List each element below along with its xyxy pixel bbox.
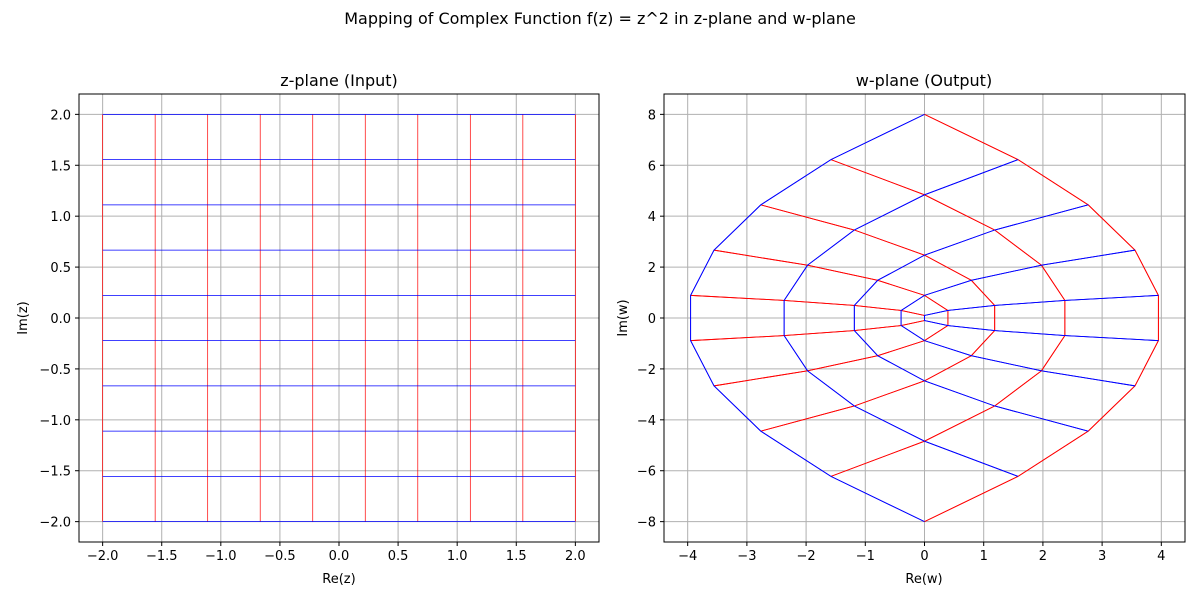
w-plane-red-curve [713, 249, 949, 387]
figure-title: Mapping of Complex Function f(z) = z^2 i… [344, 9, 856, 28]
w-plane-blue-curve [690, 113, 925, 523]
w-plane-xtick-label: 1 [980, 549, 988, 564]
w-plane-xtick-label: −3 [737, 549, 756, 564]
w-plane-xlabel: Re(w) [905, 572, 942, 587]
w-plane-xtick-label: −4 [678, 549, 697, 564]
z-plane-xtick-label: −0.5 [264, 549, 296, 564]
w-plane-ylabel: Im(w) [616, 299, 631, 336]
z-plane-xtick-label: 1.5 [506, 549, 527, 564]
w-plane-xtick-label: 3 [1098, 549, 1106, 564]
z-plane-ytick-label: 1.5 [50, 159, 71, 174]
z-plane-xtick-label: −1.5 [146, 549, 178, 564]
w-plane-xtick-label: 2 [1039, 549, 1047, 564]
w-plane-ytick-label: 0 [648, 312, 656, 327]
w-plane-ytick-label: −2 [637, 363, 656, 378]
w-plane-ytick-label: 4 [648, 210, 656, 225]
w-plane-ytick-label: −6 [637, 465, 656, 480]
z-plane-gridlines [79, 94, 599, 542]
z-plane-xtick-label: 1.0 [447, 549, 468, 564]
w-plane-xtick-label: 4 [1157, 549, 1165, 564]
z-plane-data-lines [102, 114, 576, 522]
z-plane-xlabel: Re(z) [322, 572, 355, 587]
w-plane-blue-curve [783, 159, 1019, 477]
w-plane-ytick-label: 6 [648, 159, 656, 174]
z-plane-ytick-label: −2.0 [39, 516, 71, 531]
z-plane-ytick-label: −0.5 [39, 363, 71, 378]
w-plane-red-curve [830, 159, 1066, 477]
z-plane-ytick-label: −1.0 [39, 414, 71, 429]
z-plane-ytick-label: 2.0 [50, 108, 71, 123]
z-plane-ytick-label: 0.5 [50, 261, 71, 276]
z-plane-xtick-label: −2.0 [87, 549, 119, 564]
z-plane-ylabel: Im(z) [16, 301, 31, 334]
w-plane-blue-curve [853, 204, 1089, 432]
w-plane-title: w-plane (Output) [856, 71, 992, 90]
w-plane-blue-curve [924, 294, 1159, 342]
w-plane-red-curve [760, 204, 996, 432]
w-plane-ticks: −4 −3 −2 −1 0 1 2 3 4 −8 −6 −4 −2 0 2 4 6 8 [637, 108, 1166, 564]
w-plane-ytick-label: 2 [648, 261, 656, 276]
w-plane-xtick-label: −1 [856, 549, 875, 564]
w-plane-xtick-label: 0 [920, 549, 928, 564]
w-plane-red-curve [924, 113, 1159, 523]
w-plane-ytick-label: −4 [637, 414, 656, 429]
z-plane-xtick-label: −1.0 [205, 549, 237, 564]
z-plane-ticks: −2.0 −1.5 −1.0 −0.5 0.0 0.5 1.0 1.5 2.0 −2.0 −1.5 −… [39, 108, 585, 564]
w-plane-chart: w-plane (Output) Re(w) Im(w) −4 −3 −2 −1 0 1 2… [616, 71, 1186, 587]
z-plane-title: z-plane (Input) [280, 71, 398, 90]
z-plane-chart: z-plane (Input) Re(z) Im(z) −2.0 −1.5 −1.0… [16, 71, 600, 587]
z-plane-ytick-label: 0.0 [50, 312, 71, 327]
w-plane-data-lines [690, 113, 1159, 523]
w-plane-xtick-label: −2 [797, 549, 816, 564]
w-plane-ytick-label: −8 [637, 516, 656, 531]
z-plane-xtick-label: 2.0 [565, 549, 586, 564]
w-plane-ytick-label: 8 [648, 108, 656, 123]
z-plane-xtick-label: 0.5 [388, 549, 409, 564]
w-plane-blue-curve [900, 249, 1136, 387]
z-plane-xtick-label: 0.0 [329, 549, 350, 564]
z-plane-ytick-label: 1.0 [50, 210, 71, 225]
z-plane-ytick-label: −1.5 [39, 465, 71, 480]
